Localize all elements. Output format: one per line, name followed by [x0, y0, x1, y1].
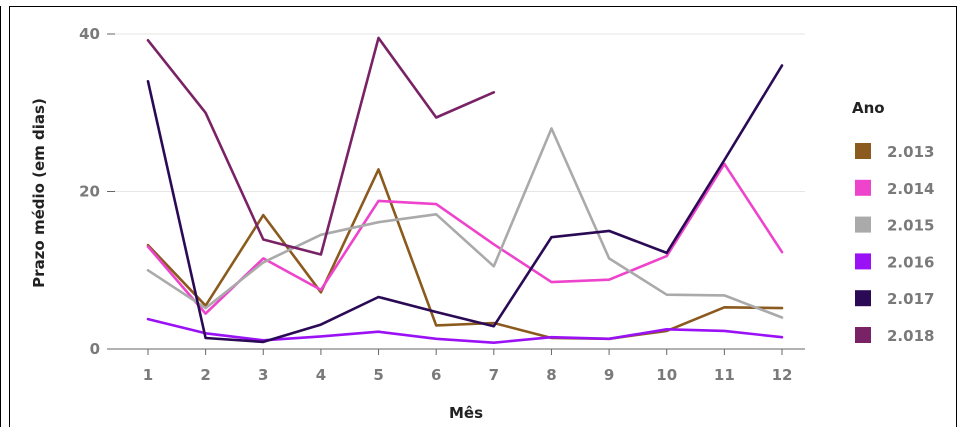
chart-frame: [9, 6, 957, 427]
legend-label-2.014: 2.014: [887, 180, 934, 198]
x-tick-label-10: 10: [656, 366, 677, 384]
x-tick-labels: 1 2 3 4 5 6 7 8 9 10 11 12: [143, 366, 793, 384]
legend-swatch-2.016: [855, 253, 871, 270]
legend-swatch-2.014: [855, 179, 871, 196]
y-tick-label-20: 20: [79, 183, 100, 201]
frame-left-edge: [0, 6, 1, 427]
x-tick-label-3: 3: [258, 366, 268, 384]
legend: Ano 2.013 2.014 2.015 2.016 2.017 2.018: [852, 99, 934, 345]
series-line-2.016: [146, 317, 784, 344]
x-tick-label-2: 2: [200, 366, 210, 384]
y-axis-title: Prazo médio (em dias): [30, 98, 48, 288]
legend-label-2.015: 2.015: [887, 217, 934, 235]
series-line-2.018: [146, 36, 496, 256]
x-tick-label-6: 6: [431, 366, 441, 384]
y-tick-label-0: 0: [90, 340, 100, 358]
series-line-2.015: [146, 127, 784, 319]
y-tick-labels: 0 20 40: [79, 25, 100, 358]
x-tick-label-4: 4: [316, 366, 326, 384]
legend-swatch-2.013: [855, 143, 871, 159]
legend-title: Ano: [852, 99, 885, 117]
x-tick-label-5: 5: [373, 366, 383, 384]
x-tick-label-7: 7: [489, 366, 499, 384]
series-lines: [146, 36, 784, 344]
legend-swatch-2.018: [855, 327, 871, 343]
frame-right-edge: [956, 6, 957, 427]
x-tick-label-11: 11: [714, 366, 735, 384]
series-line-2.013: [146, 168, 784, 341]
legend-swatch-2.017: [855, 290, 871, 307]
x-axis-title: Mês: [449, 404, 483, 422]
legend-label-2.016: 2.016: [887, 253, 934, 271]
x-tick-label-12: 12: [772, 366, 793, 384]
y-tick-label-40: 40: [79, 25, 100, 43]
axes: [115, 348, 805, 355]
legend-label-2.018: 2.018: [887, 327, 934, 345]
legend-swatch-2.015: [855, 216, 871, 233]
x-tick-label-8: 8: [546, 366, 556, 384]
series-line-2.017: [146, 64, 784, 344]
x-tick-label-9: 9: [604, 366, 614, 384]
gridlines: [107, 33, 805, 350]
x-tick-label-1: 1: [143, 366, 153, 384]
legend-label-2.017: 2.017: [887, 290, 934, 308]
series-line-2.014: [146, 162, 784, 315]
legend-label-2.013: 2.013: [887, 143, 934, 161]
